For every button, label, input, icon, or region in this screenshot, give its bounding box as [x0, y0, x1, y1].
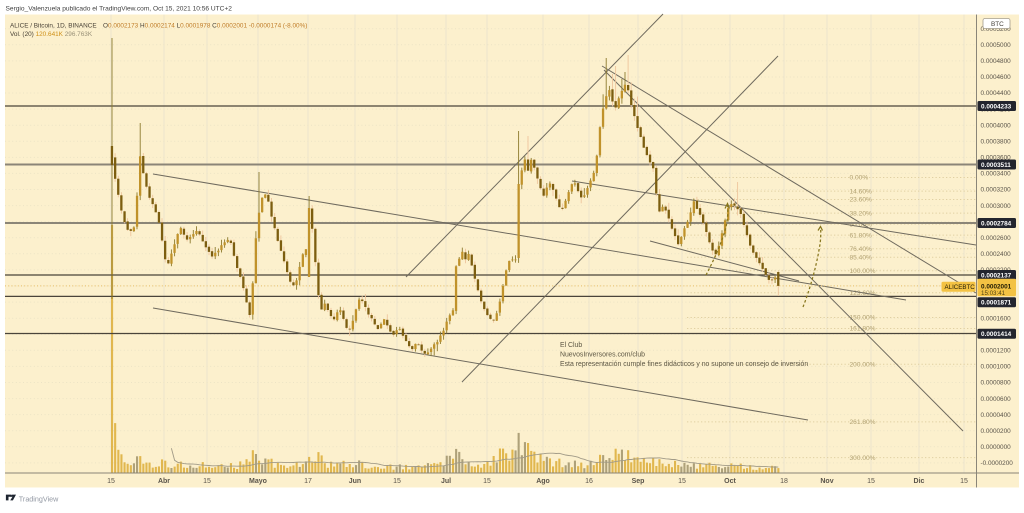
svg-text:150.00%: 150.00% — [850, 315, 876, 322]
svg-text:0.0004233: 0.0004233 — [981, 103, 1012, 110]
svg-text:85.40%: 85.40% — [850, 254, 873, 261]
svg-text:300.00%: 300.00% — [850, 455, 876, 462]
svg-text:Jul: Jul — [441, 478, 451, 485]
svg-text:61.80%: 61.80% — [850, 232, 873, 239]
svg-text:0.0002137: 0.0002137 — [981, 272, 1012, 279]
svg-text:0.0003800: 0.0003800 — [981, 139, 1012, 146]
svg-text:15: 15 — [483, 478, 491, 485]
svg-text:23.60%: 23.60% — [850, 197, 873, 204]
svg-text:76.40%: 76.40% — [850, 246, 873, 253]
svg-text:Jun: Jun — [349, 478, 361, 485]
svg-text:ALICE / Bitcoin, 1D, BINANCE: ALICE / Bitcoin, 1D, BINANCE — [10, 23, 97, 30]
svg-text:0.0001414: 0.0001414 — [981, 331, 1012, 338]
svg-text:El Club: El Club — [560, 342, 582, 349]
svg-text:15: 15 — [678, 478, 686, 485]
svg-text:0.0000200: 0.0000200 — [981, 428, 1012, 435]
svg-text:Dic: Dic — [914, 478, 925, 485]
svg-text:15:03:41: 15:03:41 — [981, 290, 1006, 297]
svg-text:0.0000600: 0.0000600 — [981, 396, 1012, 403]
svg-text:0.0001000: 0.0001000 — [981, 364, 1012, 371]
svg-text:15: 15 — [107, 478, 115, 485]
svg-text:15: 15 — [867, 478, 875, 485]
svg-text:Ago: Ago — [536, 478, 550, 485]
svg-text:200.00%: 200.00% — [850, 361, 876, 368]
svg-text:Esta representación cumple fin: Esta representación cumple fines didácti… — [560, 361, 808, 368]
svg-text:Mayo: Mayo — [249, 478, 267, 485]
svg-text:0.0001871: 0.0001871 — [981, 300, 1012, 307]
svg-text:50.00%: 50.00% — [850, 221, 873, 228]
svg-text:0.0004400: 0.0004400 — [981, 90, 1012, 97]
svg-text:Nov: Nov — [820, 478, 833, 485]
svg-text:17: 17 — [304, 478, 312, 485]
svg-text:18: 18 — [780, 478, 788, 485]
svg-text:Abr: Abr — [158, 478, 170, 485]
svg-text:Vol. (20) 120.641K 296.763K: Vol. (20) 120.641K 296.763K — [10, 31, 93, 38]
svg-text:Sep: Sep — [632, 478, 645, 485]
svg-text:100.00%: 100.00% — [850, 268, 876, 275]
svg-text:0.0005000: 0.0005000 — [981, 42, 1012, 49]
svg-text:0.0005200: 0.0005200 — [981, 26, 1012, 33]
svg-text:0.0003600: 0.0003600 — [981, 155, 1012, 162]
svg-text:0.00%: 0.00% — [850, 175, 869, 182]
svg-text:16: 16 — [585, 478, 593, 485]
svg-text:O0.0002173 H0.0002174 L0.000: O0.0002173 H0.0002174 L0.0001978 C0.0002… — [103, 23, 307, 30]
svg-text:0.0000800: 0.0000800 — [981, 380, 1012, 387]
svg-text:123.60%: 123.60% — [850, 290, 876, 297]
svg-text:Oct: Oct — [724, 478, 736, 485]
svg-text:ALICEBTC: ALICEBTC — [945, 284, 976, 291]
svg-text:0.0003200: 0.0003200 — [981, 187, 1012, 194]
svg-text:0.0003400: 0.0003400 — [981, 171, 1012, 178]
svg-text:0.0002600: 0.0002600 — [981, 235, 1012, 242]
svg-text:0.0004600: 0.0004600 — [981, 74, 1012, 81]
svg-text:0.0003511: 0.0003511 — [981, 162, 1011, 169]
svg-text:Sergio_Valenzuela publicado el: Sergio_Valenzuela publicado el TradingVi… — [6, 6, 233, 13]
svg-text:15: 15 — [203, 478, 211, 485]
svg-text:BTC: BTC — [991, 21, 1004, 28]
svg-text:0.0001200: 0.0001200 — [981, 348, 1012, 355]
svg-text:0.0002001: 0.0002001 — [981, 283, 1012, 290]
svg-text:0.0004800: 0.0004800 — [981, 58, 1012, 65]
svg-text:0.0003000: 0.0003000 — [981, 203, 1012, 210]
svg-text:15: 15 — [393, 478, 401, 485]
svg-text:0.0004000: 0.0004000 — [981, 122, 1012, 129]
svg-text:0.0002784: 0.0002784 — [981, 220, 1012, 227]
svg-text:0.0002400: 0.0002400 — [981, 251, 1012, 258]
svg-text:38.20%: 38.20% — [850, 210, 873, 217]
svg-text:NuevosInversores.com/club: NuevosInversores.com/club — [560, 352, 645, 359]
svg-text:161.80%: 161.80% — [850, 326, 876, 333]
svg-text:0.0000000: 0.0000000 — [981, 444, 1012, 451]
svg-text:TradingView: TradingView — [19, 494, 59, 503]
svg-text:14.60%: 14.60% — [850, 188, 873, 195]
svg-text:-0.0000200: -0.0000200 — [981, 460, 1014, 467]
svg-text:0.0001600: 0.0001600 — [981, 315, 1012, 322]
svg-text:261.80%: 261.80% — [850, 419, 876, 426]
svg-text:15: 15 — [960, 478, 968, 485]
svg-text:0.0000400: 0.0000400 — [981, 412, 1012, 419]
